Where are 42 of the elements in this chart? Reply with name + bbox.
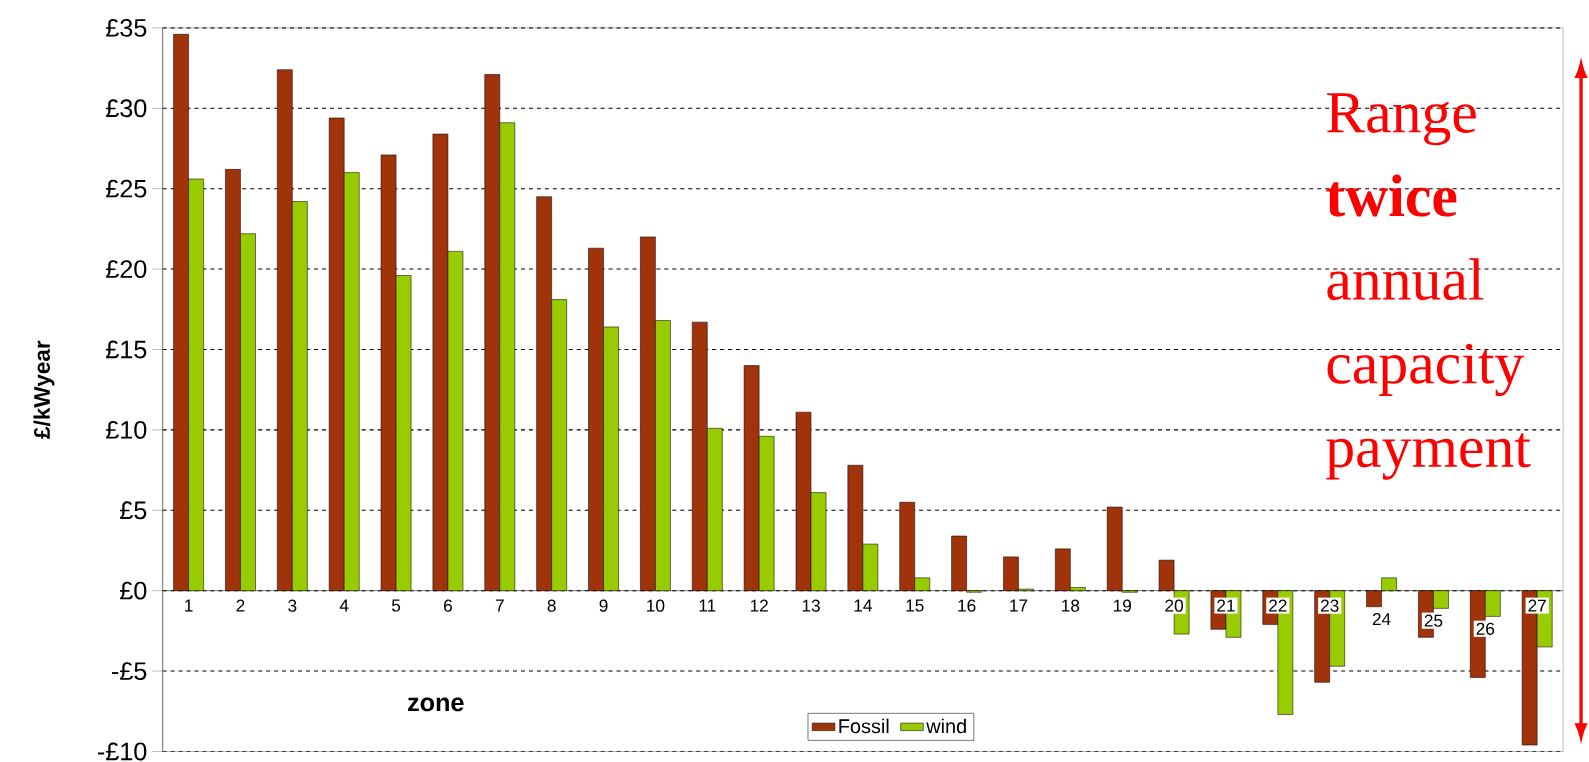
- x-tick-label: 4: [339, 599, 349, 612]
- x-tick-label: 3: [288, 599, 297, 612]
- legend-label: Fossil: [839, 718, 889, 734]
- x-tick-label: 5: [391, 599, 401, 612]
- y-tick-label: £5: [120, 501, 147, 519]
- y-tick-label: -£5: [112, 661, 147, 680]
- x-tick-label: 15: [906, 599, 924, 612]
- y-tick-label: £15: [105, 340, 147, 359]
- x-tick-label: 26: [1476, 622, 1495, 635]
- x-tick-label: 8: [547, 599, 556, 612]
- legend-label: wind: [926, 718, 966, 734]
- y-tick-label: £20: [105, 259, 147, 278]
- x-tick-label: 12: [750, 599, 768, 612]
- x-tick-label: 20: [1165, 599, 1184, 612]
- x-tick-label: 9: [599, 599, 608, 612]
- x-tick-label: 7: [495, 599, 504, 612]
- x-tick-label: 1: [185, 599, 193, 612]
- annotation: Range twice annual capacity payment: [1326, 93, 1531, 480]
- y-tick-label: -£10: [98, 742, 147, 761]
- x-tick-label: 16: [958, 599, 976, 612]
- x-axis-title: zone: [408, 697, 464, 712]
- x-tick-label: 23: [1320, 599, 1339, 612]
- y-axis-title: £/kWyear: [33, 340, 55, 439]
- x-tick-label: 2: [236, 599, 245, 612]
- y-tick-label: £30: [105, 99, 147, 117]
- y-tick-label: £35: [105, 18, 147, 37]
- x-tick-label: 6: [444, 599, 452, 612]
- x-tick-label: 17: [1010, 599, 1028, 612]
- x-tick-label: 19: [1113, 599, 1131, 612]
- x-tick-label: 10: [647, 599, 665, 612]
- x-tick-label: 22: [1269, 599, 1287, 612]
- x-tick-label: 24: [1372, 612, 1391, 625]
- y-tick-label: £25: [105, 179, 147, 198]
- x-tick-label: 13: [802, 599, 820, 612]
- y-tick-label: £10: [105, 420, 147, 439]
- y-tick-label: £0: [120, 581, 147, 600]
- x-tick-label: 18: [1062, 599, 1080, 612]
- x-tick-label: 27: [1528, 599, 1546, 612]
- x-tick-label: 21: [1217, 599, 1235, 612]
- x-tick-label: 25: [1424, 614, 1443, 627]
- x-tick-label: 14: [854, 599, 872, 612]
- x-tick-label: 11: [699, 599, 716, 612]
